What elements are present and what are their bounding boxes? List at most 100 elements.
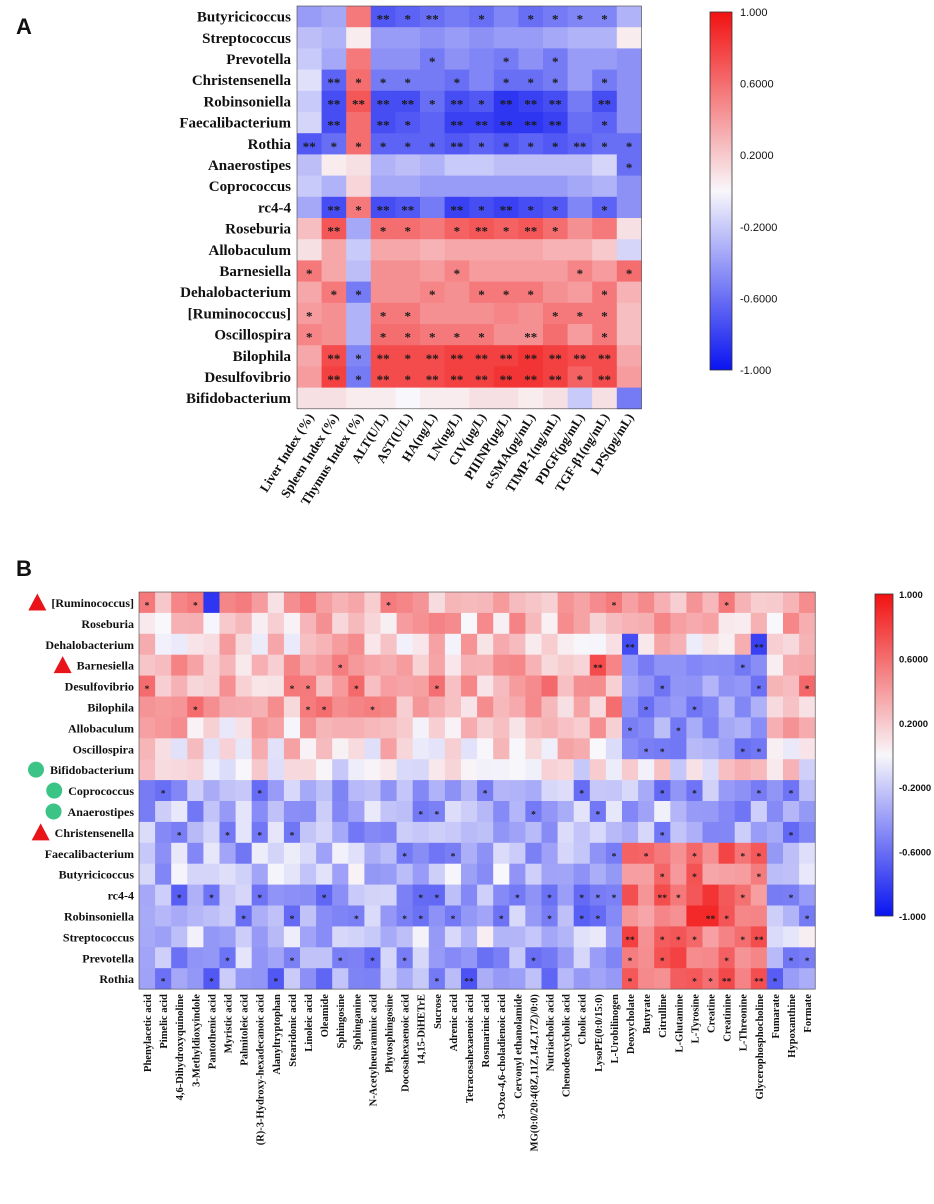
heatmap-a-significance: ** [549,118,562,133]
heatmap-a-significance: * [380,139,387,154]
heatmap-b-cell [316,905,333,927]
heatmap-a-significance: * [601,287,608,302]
heatmap-a-significance: ** [524,224,537,239]
heatmap-b-cell [686,842,703,865]
heatmap-a-cell [297,239,322,261]
heatmap-b-cell [750,633,768,656]
heatmap-a-significance: * [478,202,485,217]
heatmap-a-significance: * [478,287,485,302]
heatmap-b-cell [396,633,414,656]
heatmap-b-cell [428,717,446,739]
heatmap-a-cell [616,281,642,304]
heatmap-b-cell [332,780,349,802]
heatmap-b-cell [155,905,172,927]
heatmap-b-cell [686,905,703,927]
heatmap-a-cell [321,387,347,410]
heatmap-b-cell [444,738,462,760]
heatmap-b-cell [654,801,671,823]
heatmap-b-cell [364,884,381,906]
heatmap-a-significance: * [355,287,362,302]
heatmap-b-cell [235,738,253,760]
heatmap-a-cell [493,387,519,410]
heatmap-b-cell [670,654,687,676]
heatmap-b-cell [799,759,816,781]
heatmap-b-col-label-linoleic-acid: Linoleic acid [304,994,315,1052]
heatmap-a-cell [493,27,519,49]
heatmap-a-cell [469,133,495,155]
heatmap-a-significance: * [331,287,338,302]
heatmap-a-significance: * [404,372,411,387]
heatmap-a-cell [420,302,445,325]
heatmap-a-row-label-dehalobacterium: Dehalobacterium [180,285,291,301]
heatmap-b-cell [235,612,253,635]
heatmap-a-cell [592,345,618,367]
heatmap-a-cell [297,69,322,92]
heatmap-a-row-label-butyricicoccus: Butyricicoccus [197,10,291,26]
heatmap-b-significance: * [370,957,375,967]
heatmap-b-cell [380,968,397,990]
heatmap-b-cell [300,821,317,844]
heatmap-b-cell [622,863,639,885]
heatmap-b-cell [622,905,639,927]
heatmap-b-significance: * [370,706,375,716]
heatmap-a-cell [493,175,519,198]
heatmap-a-cell [567,324,593,346]
heatmap-b-cell [783,884,800,906]
heatmap-b-cell [396,884,414,906]
heatmap-a-cell [370,6,396,28]
heatmap-a-cell [395,366,421,388]
heatmap-a-significance: * [404,118,411,133]
heatmap-b-cell [783,717,800,739]
heatmap-a-cell [567,196,593,219]
heatmap-b-cell [766,947,784,969]
heatmap-b-col-label-adrenic-acid: Adrenic acid [449,994,460,1051]
heatmap-b-cell [718,801,736,823]
heatmap-b-cell [622,821,639,844]
heatmap-b-cell [235,884,253,906]
heatmap-b-cell [477,592,494,614]
heatmap-b-cell [155,633,172,656]
heatmap-a-cell [592,196,618,219]
heatmap-b-cell [766,612,784,635]
heatmap-b-cell [428,780,446,802]
heatmap-b-cell [380,926,397,948]
heatmap-b-cell [477,884,494,906]
heatmap-a-cell [518,69,544,92]
heatmap-b-col-label-butyrate: Butyrate [642,994,653,1034]
heatmap-b-col-label-pimelic-acid: Pimelic acid [159,994,170,1049]
heatmap-b-cell [525,738,542,760]
heatmap-b-cell [251,717,269,739]
heatmap-b-cell [799,884,816,906]
heatmap-a-cell [346,154,372,176]
heatmap-b-cell [589,738,607,760]
heatmap-b-cell [332,696,349,718]
heatmap-b-cell [332,905,349,927]
heatmap-a-cell [444,6,470,28]
heatmap-b-cell [541,696,558,718]
heatmap-b-cell [396,968,414,990]
heatmap-b-cell [380,884,397,906]
heatmap-b-cell [638,654,655,676]
heatmap-b-cell [541,675,558,697]
heatmap-b-cell [605,759,623,781]
heatmap-a-cell [493,281,519,304]
heatmap-b-significance: * [209,894,214,904]
heatmap-b-cell [750,592,768,614]
heatmap-b-significance: * [708,978,713,988]
heatmap-a-row-label-rc4-4: rc4-4 [258,200,292,216]
heatmap-a-significance: * [601,12,608,27]
heatmap-b-cell [267,780,285,802]
heatmap-a-cell [321,48,347,70]
heatmap-a-cell [543,69,568,92]
heatmap-b-cell [734,696,752,718]
heatmap-a-cell [518,196,544,219]
heatmap-b-cell [799,947,816,969]
heatmap-b-cell [573,884,591,906]
heatmap-b-cell [332,884,349,906]
heatmap-b-significance: * [660,873,665,883]
heatmap-a-significance: * [355,139,362,154]
heatmap-b-cell [364,612,381,635]
heatmap-a-cell [469,345,495,367]
heatmap-a-cell [297,154,322,176]
heatmap-b-cell [783,738,800,760]
